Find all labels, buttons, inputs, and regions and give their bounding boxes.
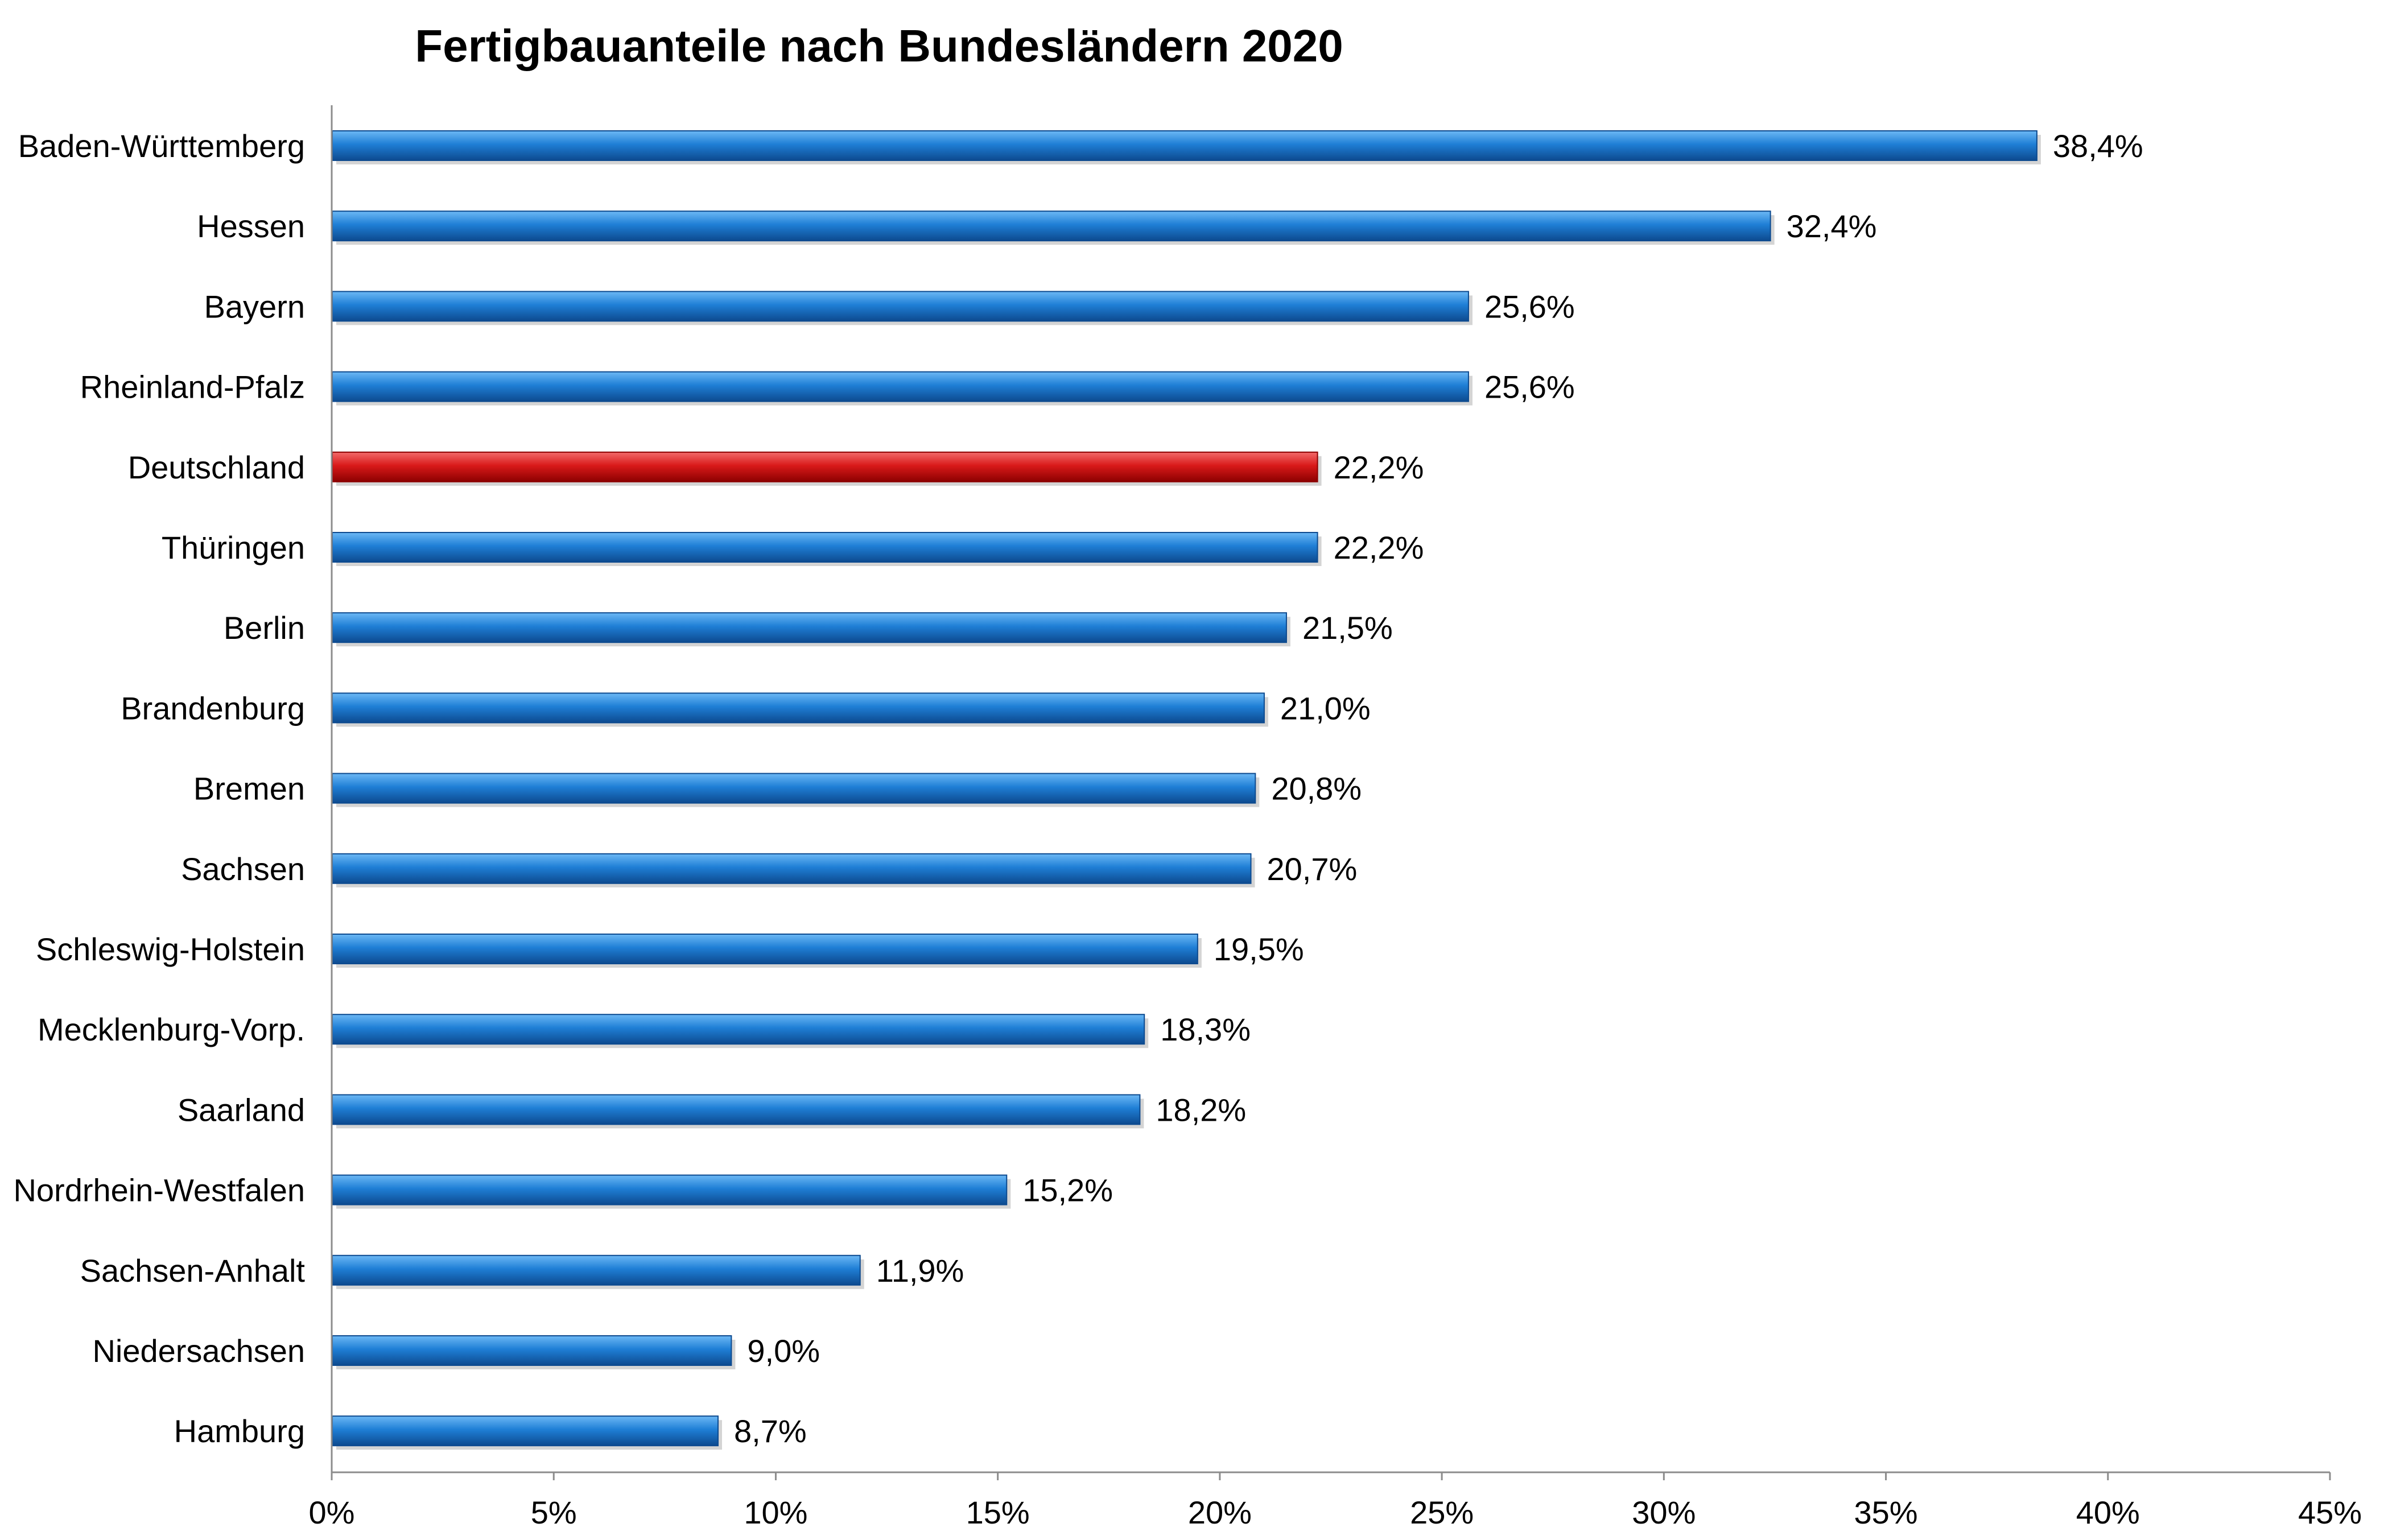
bar — [332, 371, 1469, 402]
data-label: 32,4% — [1787, 208, 1877, 244]
x-tick-label: 30% — [1632, 1494, 1696, 1530]
category-label: Thüringen — [162, 530, 305, 565]
axis-layer: 0% 5% 10% 15% 20% 25% 30% 35% 40% 45% — [309, 105, 2362, 1530]
data-label: 22,2% — [1334, 530, 1424, 565]
category-label: Bremen — [193, 771, 305, 807]
bar — [332, 1174, 1008, 1205]
bar — [332, 1094, 1141, 1125]
category-label: Rheinland-Pfalz — [80, 369, 305, 405]
data-label: 19,5% — [1214, 931, 1304, 967]
x-tick-label: 25% — [1410, 1494, 1474, 1530]
category-label: Nordrhein-Westfalen — [13, 1172, 305, 1208]
bar — [332, 1335, 732, 1366]
data-label: 22,2% — [1334, 449, 1424, 485]
bar — [332, 934, 1198, 964]
data-label: 21,5% — [1302, 610, 1393, 646]
bar — [332, 853, 1252, 884]
bar — [332, 130, 2037, 161]
bar — [332, 291, 1469, 322]
bar — [332, 1014, 1145, 1045]
data-label: 9,0% — [747, 1333, 820, 1369]
data-label: 20,8% — [1271, 771, 1362, 807]
data-label: 38,4% — [2053, 128, 2143, 164]
x-tick-label: 5% — [531, 1494, 577, 1530]
x-tick-label: 10% — [744, 1494, 807, 1530]
x-tick-label: 35% — [1854, 1494, 1918, 1530]
bar — [332, 612, 1287, 643]
bar — [332, 692, 1265, 724]
bars-layer: Baden-Württemberg 38,4% Hessen 32,4% Bayern 2… — [13, 128, 2143, 1450]
category-label: Schleswig-Holstein — [36, 931, 305, 967]
data-label: 21,0% — [1280, 690, 1371, 726]
category-label: Bayern — [204, 288, 305, 324]
data-label: 18,3% — [1160, 1011, 1251, 1047]
bar — [332, 773, 1256, 804]
bar — [332, 532, 1318, 563]
bar — [332, 210, 1771, 242]
data-label: 15,2% — [1022, 1172, 1113, 1208]
category-label: Mecklenburg-Vorp. — [38, 1011, 305, 1047]
category-label: Saarland — [178, 1092, 305, 1128]
x-tick-label: 15% — [966, 1494, 1030, 1530]
data-label: 20,7% — [1267, 851, 1358, 887]
category-label: Hamburg — [174, 1413, 305, 1449]
data-label: 18,2% — [1156, 1092, 1246, 1128]
data-label: 25,6% — [1484, 369, 1575, 405]
category-label: Niedersachsen — [92, 1333, 305, 1369]
x-tick-label: 0% — [309, 1494, 355, 1530]
data-label: 8,7% — [734, 1413, 807, 1449]
bar-highlight — [332, 451, 1318, 482]
category-label: Deutschland — [128, 449, 305, 485]
data-label: 25,6% — [1484, 288, 1575, 324]
category-label: Baden-Württemberg — [18, 128, 305, 164]
x-tick-label: 40% — [2076, 1494, 2140, 1530]
x-tick-label: 20% — [1188, 1494, 1252, 1530]
category-label: Berlin — [224, 610, 305, 646]
category-label: Sachsen — [181, 851, 305, 887]
x-tick-label: 45% — [2298, 1494, 2362, 1530]
category-label: Brandenburg — [121, 690, 305, 726]
data-label: 11,9% — [876, 1253, 964, 1289]
category-label: Hessen — [197, 208, 305, 244]
bar — [332, 1415, 719, 1447]
bar — [332, 1254, 861, 1286]
chart-title: Fertigbauanteile nach Bundesländern 2020 — [415, 20, 1343, 71]
category-label: Sachsen-Anhalt — [80, 1253, 306, 1289]
